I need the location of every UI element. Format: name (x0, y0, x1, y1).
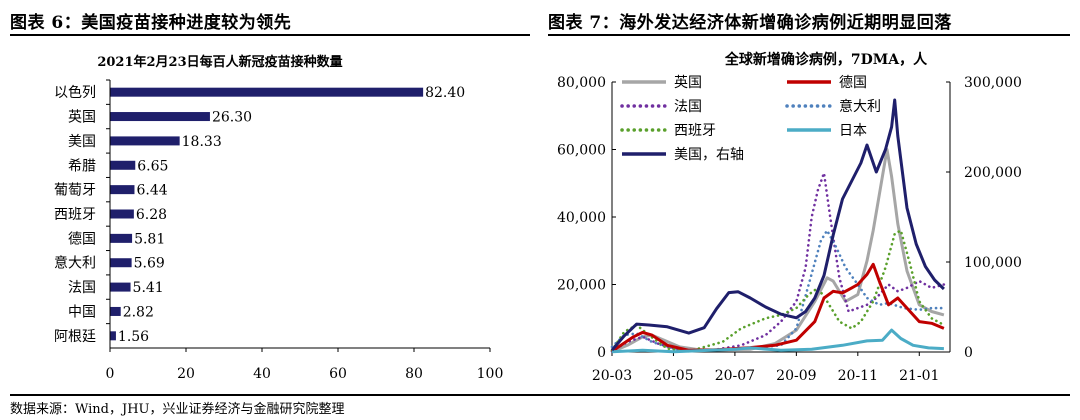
bar-8 (110, 282, 131, 292)
left-y-tick-label: 60,000 (557, 143, 606, 159)
bar-x-tick-label: 60 (329, 366, 347, 382)
bar-0 (110, 87, 424, 97)
left-y-tick-label: 80,000 (557, 75, 606, 91)
series-line-3 (610, 229, 946, 353)
bar-2 (110, 136, 180, 146)
bar-category-label: 希腊 (68, 158, 96, 174)
line-x-tick-label: 20-03 (592, 368, 632, 384)
bar-10 (110, 331, 116, 341)
bar-5 (110, 209, 134, 219)
bar-9 (110, 306, 121, 316)
bar-value-label: 26.30 (212, 110, 252, 126)
bar-category-label: 德国 (68, 231, 96, 247)
bar-x-tick-label: 0 (106, 366, 115, 382)
bar-category-label: 英国 (68, 109, 96, 126)
bar-category-label: 美国 (68, 134, 96, 150)
left-title-rule (10, 34, 530, 36)
bar-x-tick-label: 20 (177, 366, 195, 382)
left-y-tick-label: 40,000 (557, 210, 606, 226)
legend-label-2: 法国 (674, 99, 702, 115)
left-figure-title: 图表 6：美国疫苗接种进度较为领先 (10, 13, 292, 33)
right-y-tick-label: 300,000 (964, 75, 1022, 91)
bar-3 (110, 160, 136, 170)
series-line-0 (611, 148, 945, 354)
legend-label-3: 意大利 (839, 98, 881, 115)
right-title-rule (548, 34, 1070, 36)
bar-value-label: 5.81 (134, 231, 165, 247)
line-x-tick-label: 21-01 (899, 368, 939, 384)
bar-x-tick-label: 40 (253, 366, 271, 382)
bar-x-tick-label: 100 (477, 366, 504, 382)
right-y-tick-label: 0 (964, 345, 973, 361)
bar-category-label: 以色列 (54, 84, 96, 101)
bar-category-label: 意大利 (54, 255, 96, 272)
legend-label-6: 美国，右轴 (674, 147, 744, 163)
series-line-2 (610, 171, 946, 353)
legend-label-5: 日本 (839, 123, 867, 139)
line-chart-title: 全球新增确诊病例，7DMA，人 (724, 51, 928, 68)
bar-x-tick-label: 80 (405, 366, 423, 382)
bar-category-label: 中国 (68, 304, 96, 320)
right-figure-title: 图表 7：海外发达经济体新增确诊病例近期明显回落 (548, 13, 952, 33)
bar-value-label: 5.41 (133, 280, 164, 296)
bar-value-label: 6.65 (137, 158, 168, 174)
right-y-tick-label: 100,000 (964, 255, 1022, 271)
bar-value-label: 6.28 (136, 207, 167, 223)
left-y-tick-label: 20,000 (557, 278, 606, 294)
bottom-rule (10, 394, 1070, 396)
right-y-tick-label: 200,000 (964, 165, 1022, 181)
bar-value-label: 2.82 (123, 304, 154, 320)
bar-4 (110, 185, 135, 195)
source-note: 数据来源：Wind，JHU，兴业证券经济与金融研究院整理 (10, 402, 345, 417)
series-line-5 (611, 328, 944, 354)
bar-value-label: 6.44 (136, 183, 167, 199)
legend-label-0: 英国 (674, 74, 702, 91)
bar-category-label: 法国 (68, 280, 96, 296)
left-y-tick-label: 0 (597, 345, 606, 361)
cases-line-chart: 全球新增确诊病例，7DMA，人 0 20,000 40,000 60,000 80,000… (557, 51, 1022, 384)
bar-value-label: 18.33 (182, 134, 222, 150)
bar-value-label: 5.69 (134, 256, 165, 272)
bar-value-label: 1.56 (118, 329, 149, 345)
line-x-tick-label: 20-07 (715, 368, 755, 384)
bar-category-label: 西班牙 (54, 207, 96, 223)
bar-chart-title: 2021年2月23日每百人新冠疫苗接种数量 (97, 54, 342, 70)
series-line-6 (610, 98, 945, 352)
bar-value-label: 82.40 (425, 85, 465, 101)
line-x-tick-label: 20-09 (776, 368, 816, 384)
series-line-1 (611, 262, 945, 353)
bar-7 (110, 258, 132, 268)
bar-1 (110, 112, 210, 122)
line-x-tick-label: 20-11 (838, 368, 878, 384)
legend-label-4: 西班牙 (674, 123, 716, 139)
legend-label-1: 德国 (839, 75, 867, 91)
bar-category-label: 阿根廷 (54, 329, 96, 345)
line-x-tick-label: 20-05 (653, 368, 693, 384)
bar-category-label: 葡萄牙 (54, 183, 96, 199)
bar-6 (110, 233, 133, 243)
